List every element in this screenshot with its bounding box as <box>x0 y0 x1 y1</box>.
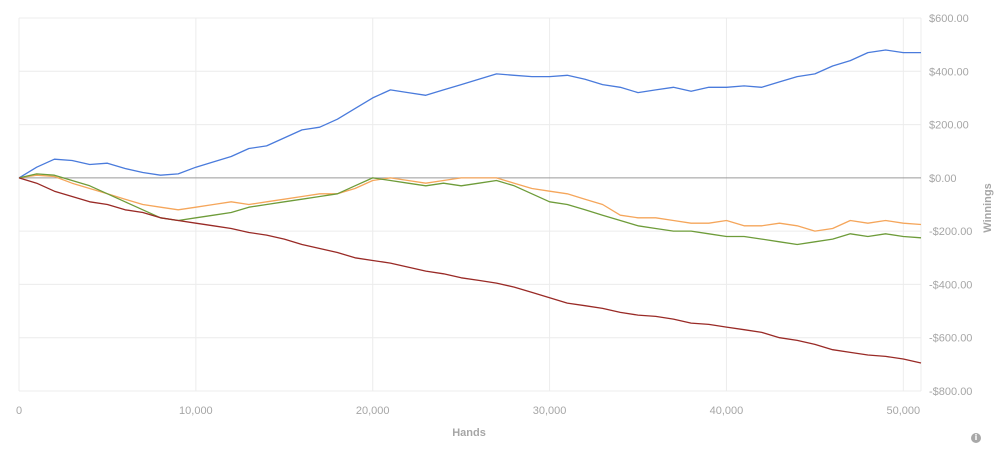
series-line-4 <box>18 177 922 364</box>
series-line-2 <box>18 174 922 232</box>
x-axis-title: Hands <box>452 427 486 439</box>
y-tick-label: -$800.00 <box>929 386 972 398</box>
y-tick-label: $200.00 <box>929 120 969 132</box>
series-line-3 <box>18 173 922 246</box>
y-tick-label: $0.00 <box>929 173 957 185</box>
grid-lines <box>18 17 922 392</box>
x-tick-label: 50,000 <box>886 405 920 417</box>
x-tick-label: 30,000 <box>533 405 567 417</box>
x-tick-label: 40,000 <box>710 405 744 417</box>
series-lines <box>18 49 922 364</box>
y-tick-label: -$200.00 <box>929 226 972 238</box>
x-tick-label: 10,000 <box>179 405 213 417</box>
y-axis-title: Winnings <box>982 183 994 232</box>
y-tick-label: -$400.00 <box>929 279 972 291</box>
y-tick-label: -$600.00 <box>929 333 972 345</box>
y-tick-label: $600.00 <box>929 13 969 25</box>
x-axis-ticks: 0 10,000 20,000 30,000 40,000 50,000 <box>16 405 920 417</box>
x-tick-label: 0 <box>16 405 22 417</box>
y-tick-label: $400.00 <box>929 66 969 78</box>
x-tick-label: 20,000 <box>356 405 390 417</box>
series-line-1 <box>18 49 921 179</box>
y-axis-ticks: $600.00 $400.00 $200.00 $0.00 -$200.00 -$400.… <box>929 13 972 398</box>
info-icon[interactable]: i <box>971 433 981 443</box>
